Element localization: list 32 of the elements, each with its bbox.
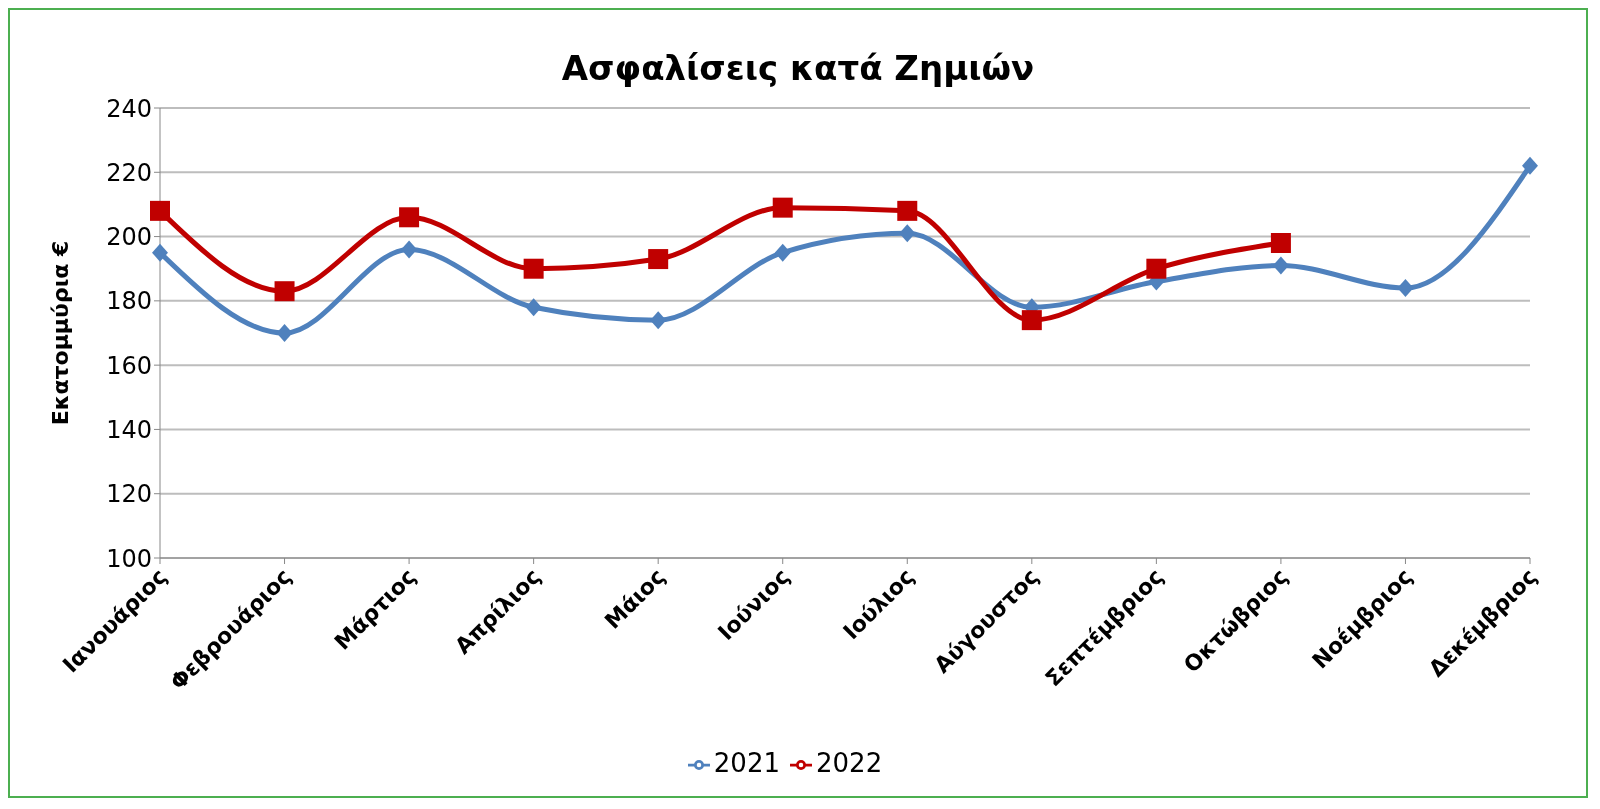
- point: [648, 249, 669, 270]
- point: [274, 281, 295, 302]
- y-tick-label: 200: [106, 223, 152, 252]
- point: [774, 243, 791, 262]
- y-tick-label: 140: [106, 415, 152, 444]
- point: [1146, 258, 1167, 279]
- point: [523, 258, 544, 279]
- point: [525, 298, 542, 317]
- y-tick-label: 160: [106, 351, 152, 380]
- point: [772, 197, 793, 218]
- point: [650, 311, 667, 330]
- point: [152, 243, 168, 262]
- y-tick-label: 100: [106, 544, 152, 573]
- y-tick-label: 240: [106, 94, 152, 123]
- y-tick-label: 220: [106, 158, 152, 187]
- point: [897, 200, 918, 221]
- point: [276, 324, 293, 342]
- y-tick-label: 180: [106, 287, 152, 316]
- chart-title: Ασφαλίσεις κατά Ζημιών: [560, 48, 1036, 88]
- point: [1397, 279, 1414, 297]
- point: [401, 240, 418, 259]
- point: [899, 224, 916, 243]
- point: [1021, 310, 1042, 331]
- y-axis-title: Εκατομμύρια €: [47, 240, 73, 426]
- point: [1522, 156, 1538, 175]
- point: [1272, 256, 1289, 275]
- y-tick-label: 120: [106, 480, 152, 509]
- point: [150, 200, 170, 221]
- legend-label: 2022: [816, 748, 883, 778]
- legend-label: 2021: [713, 748, 780, 778]
- point: [1270, 233, 1291, 253]
- point: [399, 207, 420, 228]
